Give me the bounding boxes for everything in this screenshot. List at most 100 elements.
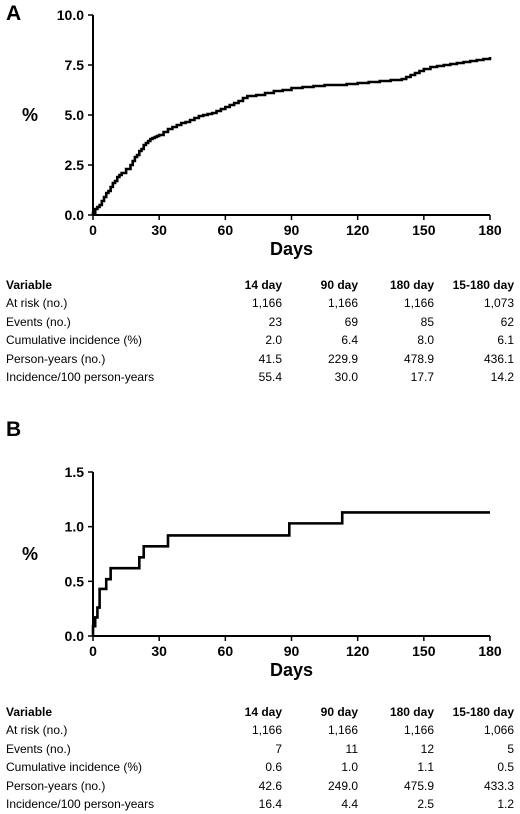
x-tick-label: 150	[412, 643, 436, 659]
table-cell: 436.1	[483, 351, 514, 366]
table-cell: 23	[268, 314, 282, 329]
x-tick-label: 0	[89, 222, 97, 238]
summary-table-b: Variable 14 day 90 day 180 day 15-180 da…	[6, 703, 514, 813]
table-cell: 1.2	[497, 797, 514, 812]
table-row: Cumulative incidence (%) 0.6 1.0 1.1 0.5	[6, 758, 514, 776]
table-cell: 16.4	[258, 797, 282, 812]
table-cell: 12	[420, 741, 434, 756]
column-header: 180 day	[389, 278, 434, 292]
y-tick-label: 10.0	[57, 7, 84, 23]
cumulative-incidence-curve	[91, 511, 490, 636]
table-cell: 1,166	[251, 296, 282, 311]
y-tick-label: 0.5	[65, 573, 85, 589]
table-cell: Person-years (no.)	[6, 351, 106, 366]
table-cell: 433.3	[483, 778, 514, 793]
table-cell: 1,166	[403, 723, 434, 738]
y-tick-label: 7.5	[65, 57, 85, 73]
table-cell: 1.0	[341, 760, 358, 775]
table-cell: 11	[345, 741, 358, 756]
table-cell: 55.4	[258, 370, 282, 385]
x-tick-label: 180	[478, 643, 502, 659]
table-cell: 41.5	[258, 351, 282, 366]
column-header: 90 day	[320, 705, 358, 719]
table-cell: 0.5	[497, 760, 514, 775]
x-tick-label: 30	[151, 222, 167, 238]
table-cell: 229.9	[327, 351, 358, 366]
table-cell: 249.0	[327, 778, 358, 793]
table-cell: Incidence/100 person-years	[6, 797, 155, 812]
table-cell: At risk (no.)	[6, 723, 68, 738]
table-row: Events (no.) 7 11 12 5	[6, 740, 514, 758]
y-axis-title: %	[22, 105, 38, 125]
x-tick-label: 120	[346, 643, 370, 659]
table-cell: Events (no.)	[6, 314, 71, 329]
y-tick-label: 1.5	[65, 464, 85, 480]
column-header: 14 day	[244, 705, 282, 719]
table-row: Events (no.) 23 69 85 62	[6, 313, 514, 331]
table-cell: Cumulative incidence (%)	[6, 760, 143, 775]
x-tick-label: 60	[218, 222, 234, 238]
table-cell: 6.1	[497, 333, 514, 348]
column-header: Variable	[6, 278, 53, 292]
x-tick-label: 0	[89, 643, 97, 659]
table-cell: Events (no.)	[6, 741, 71, 756]
x-tick-label: 60	[218, 643, 234, 659]
table-row: At risk (no.) 1,166 1,166 1,166 1,073	[6, 294, 514, 312]
table-cell: 4.4	[341, 797, 358, 812]
table-cell: 0.6	[265, 760, 282, 775]
table-cell: 7	[275, 741, 282, 756]
table-row: Person-years (no.) 42.6 249.0 475.9 433.…	[6, 777, 514, 795]
table-cell: 14.2	[490, 370, 514, 385]
table-cell: 17.7	[410, 370, 434, 385]
table-cell: 5	[507, 741, 514, 756]
x-tick-label: 30	[151, 643, 167, 659]
table-cell: Person-years (no.)	[6, 778, 106, 793]
y-tick-label: 5.0	[65, 107, 85, 123]
column-header: 15-180 day	[452, 278, 514, 292]
cumulative-incidence-curve	[91, 57, 492, 215]
table-cell: 1,073	[483, 296, 514, 311]
column-header: Variable	[6, 705, 53, 719]
x-axis-title: Days	[270, 660, 313, 680]
table-cell: 6.4	[341, 333, 358, 348]
table-header-row: Variable 14 day 90 day 180 day 15-180 da…	[6, 703, 514, 721]
x-tick-label: 150	[412, 222, 436, 238]
x-tick-label: 90	[284, 643, 300, 659]
panel-letter: A	[6, 2, 22, 25]
table-cell: 1,166	[327, 296, 358, 311]
x-tick-label: 120	[346, 222, 370, 238]
table-row: Incidence/100 person-years 16.4 4.4 2.5 …	[6, 795, 514, 813]
table-row: At risk (no.) 1,166 1,166 1,166 1,066	[6, 721, 514, 739]
panel-a: A 0.0 2.5 5.0 7.5 10.0 0 30 60 90 120 150 180 Days% …	[0, 0, 520, 402]
table-row: Person-years (no.) 41.5 229.9 478.9 436.…	[6, 350, 514, 368]
table-cell: 1.1	[417, 760, 434, 775]
kaplan-meier-chart-b: 0.0 0.5 1.0 1.5 0 30 60 90 120 150 180 Days%	[22, 464, 502, 680]
table-header-row: Variable 14 day 90 day 180 day 15-180 da…	[6, 276, 514, 294]
column-header: 15-180 day	[452, 705, 514, 719]
table-cell: 2.5	[417, 797, 434, 812]
table-row: Cumulative incidence (%) 2.0 6.4 8.0 6.1	[6, 331, 514, 349]
table-cell: Incidence/100 person-years	[6, 370, 155, 385]
table-cell: 8.0	[417, 333, 434, 348]
table-cell: 478.9	[403, 351, 434, 366]
table-cell: 2.0	[265, 333, 282, 348]
table-cell: 1,166	[251, 723, 282, 738]
table-cell: 475.9	[403, 778, 434, 793]
y-tick-label: 1.0	[65, 519, 85, 535]
column-header: 14 day	[244, 278, 282, 292]
x-tick-label: 180	[478, 222, 502, 238]
table-cell: 42.6	[258, 778, 282, 793]
panel-b: B 0.0 0.5 1.0 1.5 0 30 60 90 120 150 180 Days% Vari…	[0, 418, 520, 814]
table-row: Incidence/100 person-years 55.4 30.0 17.…	[6, 368, 514, 386]
column-header: 90 day	[320, 278, 358, 292]
table-cell: 85	[420, 314, 434, 329]
kaplan-meier-chart-a: 0.0 2.5 5.0 7.5 10.0 0 30 60 90 120 150 180 Days%	[22, 7, 502, 259]
panel-letter: B	[6, 418, 22, 441]
table-cell: 1,166	[327, 723, 358, 738]
y-tick-label: 0.0	[65, 207, 85, 223]
table-cell: 30.0	[334, 370, 358, 385]
x-tick-label: 90	[284, 222, 300, 238]
y-axis-title: %	[22, 544, 38, 564]
table-cell: At risk (no.)	[6, 296, 68, 311]
x-axis-title: Days	[270, 239, 313, 259]
